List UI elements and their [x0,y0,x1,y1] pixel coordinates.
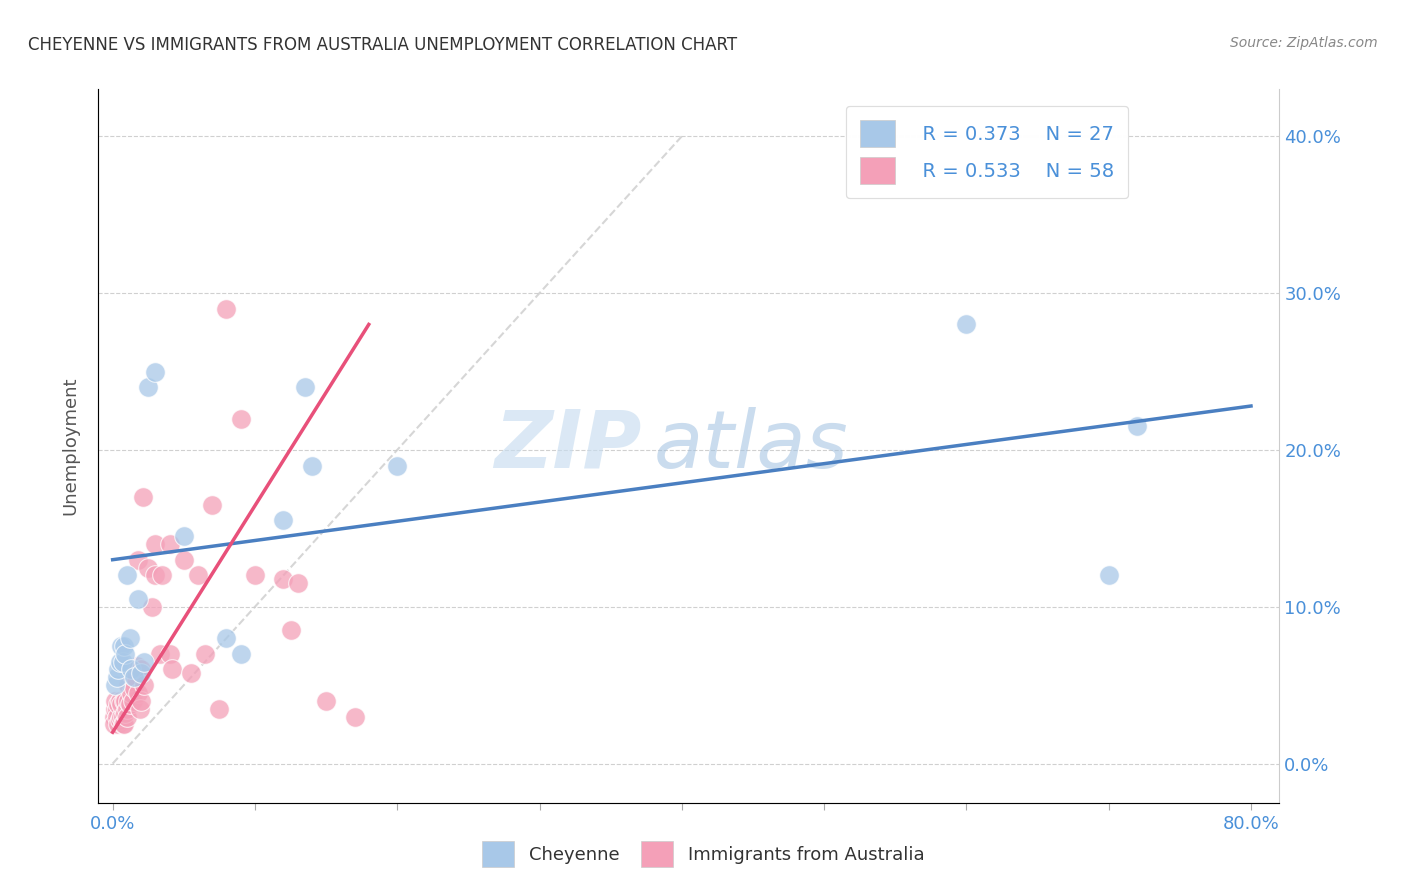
Point [201,498,224,512]
Point [115,568,138,582]
Point [343,709,366,723]
Point [105,670,128,684]
Point [129,663,152,677]
Point [143,537,166,551]
Point [118,631,141,645]
Y-axis label: Unemployment: Unemployment [62,376,80,516]
Point [118,697,141,711]
Text: CHEYENNE VS IMMIGRANTS FROM AUSTRALIA UNEMPLOYMENT CORRELATION CHART: CHEYENNE VS IMMIGRANTS FROM AUSTRALIA UN… [28,36,737,54]
Point [955,318,977,332]
Point [124,670,146,684]
Point [129,665,152,680]
Point [127,591,149,606]
Point [301,458,323,473]
Point [187,568,209,582]
Point [208,702,231,716]
Point [194,647,217,661]
Legend: Cheyenne, Immigrants from Australia: Cheyenne, Immigrants from Australia [474,834,932,874]
Point [294,380,316,394]
Point [122,670,145,684]
Point [108,655,131,669]
Point [110,697,132,711]
Point [112,639,135,653]
Legend:   R = 0.373    N = 27,   R = 0.533    N = 58: R = 0.373 N = 27, R = 0.533 N = 58 [846,106,1128,198]
Point [136,560,159,574]
Point [127,552,149,566]
Text: Source: ZipAtlas.com: Source: ZipAtlas.com [1230,36,1378,50]
Point [110,639,132,653]
Point [103,709,125,723]
Text: ZIP: ZIP [495,407,641,485]
Point [112,694,135,708]
Point [121,694,143,708]
Point [273,514,295,528]
Point [110,709,132,723]
Point [117,694,139,708]
Point [120,686,142,700]
Point [387,458,409,473]
Point [107,663,129,677]
Point [125,659,148,673]
Point [105,702,128,716]
Point [143,364,166,378]
Point [108,713,131,727]
Point [132,678,155,692]
Point [1126,419,1149,434]
Point [103,717,125,731]
Point [127,686,149,700]
Point [111,709,134,723]
Point [114,647,136,661]
Point [136,380,159,394]
Text: atlas: atlas [654,407,848,485]
Point [162,663,184,677]
Point [122,681,145,696]
Point [215,631,238,645]
Point [141,599,163,614]
Point [173,552,195,566]
Point [115,702,138,716]
Point [104,678,127,692]
Point [111,655,134,669]
Point [273,572,295,586]
Point [128,702,150,716]
Point [104,694,127,708]
Point [229,411,252,425]
Point [1098,568,1121,582]
Point [173,529,195,543]
Point [107,717,129,731]
Point [180,665,202,680]
Point [108,694,131,708]
Point [112,717,135,731]
Point [159,537,181,551]
Point [117,678,139,692]
Point [215,301,238,316]
Point [243,568,266,582]
Point [120,663,142,677]
Point [143,568,166,582]
Point [111,717,134,731]
Point [159,647,181,661]
Point [229,647,252,661]
Point [287,576,309,591]
Point [115,709,138,723]
Point [104,702,127,716]
Point [131,490,153,504]
Point [152,568,174,582]
Point [107,697,129,711]
Point [132,655,155,669]
Point [114,706,136,721]
Point [315,694,337,708]
Point [114,694,136,708]
Point [280,624,302,638]
Point [129,694,152,708]
Point [149,647,172,661]
Point [105,709,128,723]
